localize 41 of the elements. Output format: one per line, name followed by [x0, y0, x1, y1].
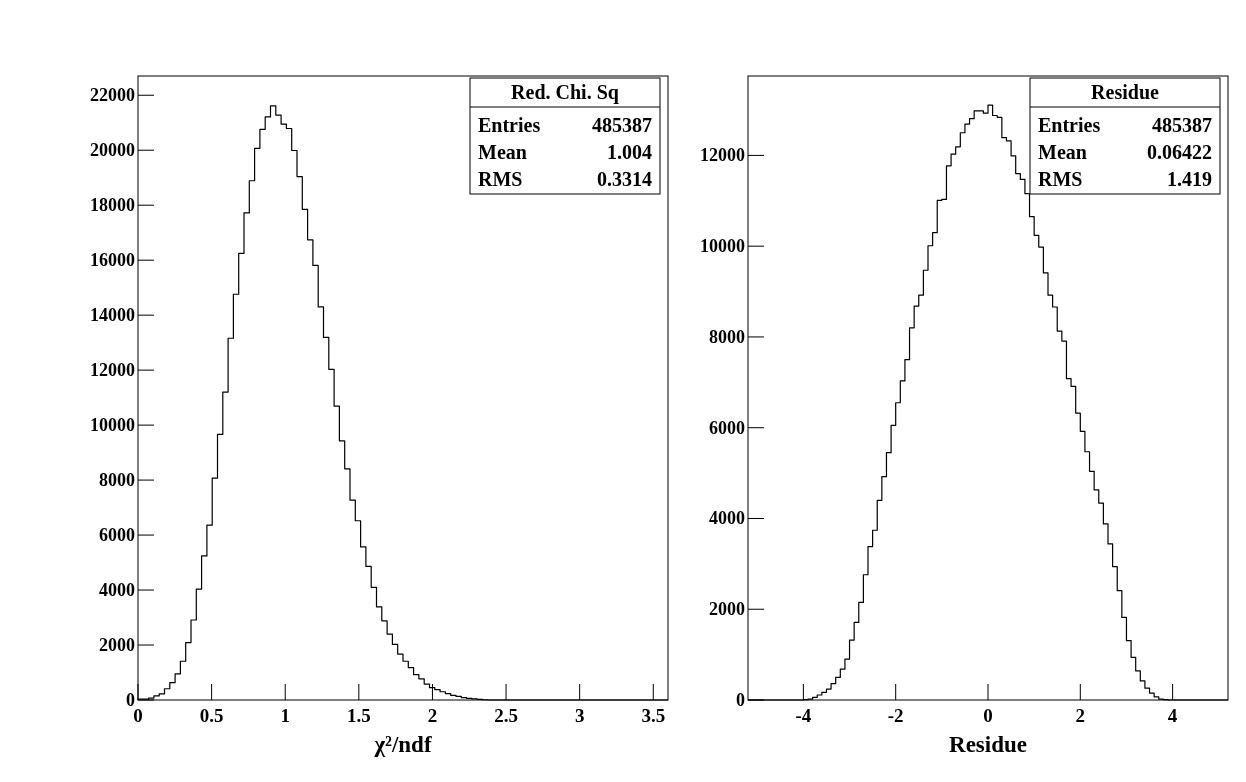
x-tick-label: 2.5: [494, 705, 518, 726]
y-tick-label: 6000: [709, 417, 745, 438]
y-tick-label: 0: [736, 690, 745, 710]
y-tick-label: 12000: [90, 360, 135, 381]
chart-title: Red. Chi. Sq: [511, 81, 619, 104]
y-tick-label: 4000: [99, 580, 135, 601]
x-tick-label: 2: [427, 705, 438, 726]
x-axis-title: Residue: [949, 732, 1027, 757]
y-tick-label: 18000: [90, 195, 135, 216]
x-tick-label: -2: [887, 705, 904, 726]
text: Entries 485387: [478, 114, 652, 136]
text: RMS 1.419: [1038, 168, 1212, 190]
text: RMS 0.3314: [478, 168, 652, 190]
text: Mean 0.06422: [1038, 141, 1212, 163]
text: Mean 1.004: [478, 141, 652, 163]
y-tick-label: 4000: [709, 508, 745, 529]
y-tick-label: 10000: [700, 236, 745, 257]
text: Entries 485387: [1038, 114, 1212, 136]
y-tick-label: 6000: [99, 525, 135, 546]
x-tick-label: 0.5: [199, 705, 224, 726]
y-tick-label: 22000: [90, 85, 135, 106]
x-axis-title: χ²/ndf: [373, 732, 432, 757]
y-tick-label: 10000: [90, 415, 135, 436]
x-tick-label: 3.5: [641, 705, 666, 726]
y-tick-label: 2000: [709, 599, 745, 620]
y-tick-label: 14000: [90, 305, 135, 326]
y-tick-label: 20000: [90, 140, 135, 161]
y-tick-label: 0: [126, 690, 135, 710]
x-tick-label: 2: [1075, 705, 1086, 726]
y-tick-label: 8000: [709, 326, 745, 347]
y-tick-label: 12000: [700, 145, 745, 166]
chart-title: Residue: [1091, 81, 1160, 103]
x-tick-label: 3: [574, 705, 585, 726]
x-tick-label: 4: [1167, 705, 1178, 726]
x-tick-label: 1.5: [346, 705, 371, 726]
x-tick-label: 0: [983, 705, 993, 726]
x-tick-label: -4: [795, 705, 812, 726]
y-tick-label: 2000: [99, 635, 135, 656]
x-tick-label: 1: [280, 705, 290, 726]
y-tick-label: 16000: [90, 250, 135, 271]
y-tick-label: 8000: [99, 470, 135, 491]
